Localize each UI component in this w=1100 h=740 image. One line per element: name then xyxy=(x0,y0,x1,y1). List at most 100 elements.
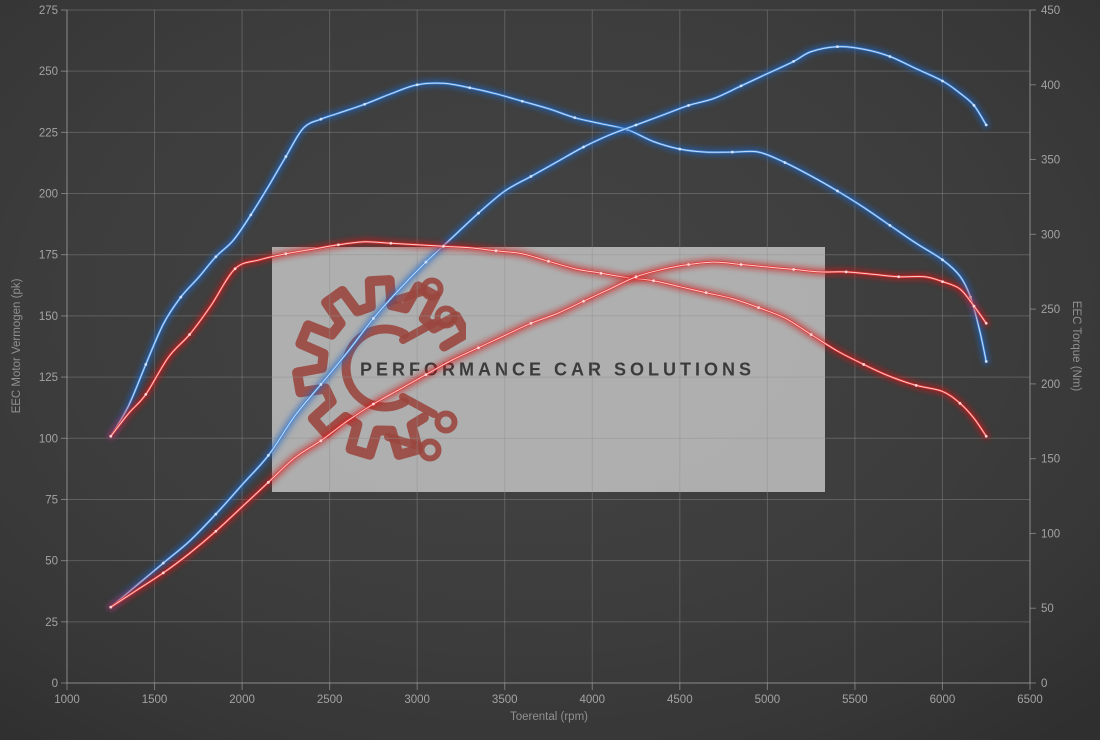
tick-label: 4000 xyxy=(579,694,605,706)
data-point-dot xyxy=(372,316,375,320)
data-point-dot xyxy=(739,84,743,88)
tick-label: 6000 xyxy=(930,694,956,706)
data-point-dot xyxy=(389,241,393,245)
data-point-dot xyxy=(424,373,428,377)
data-point-dot xyxy=(415,83,419,87)
data-point-dot xyxy=(582,299,585,303)
circuit-node-ring xyxy=(434,410,458,434)
tick-label: 250 xyxy=(1041,304,1060,316)
curve-torque-blue xyxy=(107,79,990,440)
tick-label: 125 xyxy=(39,372,58,384)
data-point-dot xyxy=(836,45,839,49)
data-point-dot xyxy=(972,104,976,107)
data-point-dot xyxy=(520,99,524,103)
tick-label: 200 xyxy=(39,189,58,201)
data-point-dot xyxy=(179,295,183,299)
data-point-dot xyxy=(477,346,480,350)
data-point-dot xyxy=(730,150,734,154)
data-point-dot xyxy=(599,271,603,275)
data-point-dot xyxy=(214,255,218,259)
data-point-dot xyxy=(739,263,743,266)
data-point-dot xyxy=(284,252,288,256)
data-point-dot xyxy=(941,280,944,284)
data-point-dot xyxy=(984,321,988,325)
data-point-dot xyxy=(547,259,550,263)
data-point-dot xyxy=(468,86,472,90)
tick-label: 100 xyxy=(39,433,58,445)
tick-label: 25 xyxy=(45,617,58,629)
tick-label: 2000 xyxy=(229,694,255,706)
data-point-dot xyxy=(336,243,340,247)
tick-label: 250 xyxy=(39,66,58,78)
data-point-dot xyxy=(844,270,848,274)
data-point-dot xyxy=(214,529,218,533)
data-point-dot xyxy=(424,260,428,264)
data-point-dot xyxy=(792,59,796,63)
data-point-dot xyxy=(678,147,682,151)
tick-label: 450 xyxy=(1041,5,1060,17)
data-point-dot xyxy=(984,123,988,127)
data-point-dot xyxy=(188,333,191,336)
tick-label: 200 xyxy=(1041,379,1060,391)
circuit-node-ring xyxy=(420,277,444,301)
data-point-dot xyxy=(233,267,237,271)
tick-label: 5000 xyxy=(755,694,781,706)
tick-label: 2500 xyxy=(317,694,343,706)
data-point-dot xyxy=(809,333,813,336)
data-point-dot xyxy=(372,402,375,406)
data-point-dot xyxy=(704,291,708,295)
curve-power-blue xyxy=(107,42,990,611)
data-point-dot xyxy=(284,155,288,158)
tick-label: 350 xyxy=(1041,155,1060,167)
data-point-dot xyxy=(319,383,323,386)
gear-circuit-icon xyxy=(292,275,466,462)
data-point-dot xyxy=(266,454,270,457)
data-point-dot xyxy=(836,189,839,193)
tick-label: 75 xyxy=(45,494,58,506)
tick-label: 3500 xyxy=(492,694,518,706)
data-point-dot xyxy=(914,383,918,387)
data-point-dot xyxy=(573,116,577,120)
data-point-dot xyxy=(582,145,585,149)
tick-label: 6500 xyxy=(1017,694,1043,706)
data-point-dot xyxy=(161,571,165,575)
tick-label: 50 xyxy=(1041,603,1054,615)
tick-label: 1000 xyxy=(54,694,80,706)
left-axis-title: EEC Motor Vermogen (pk) xyxy=(11,278,23,414)
data-point-dot xyxy=(984,434,988,438)
data-point-dot xyxy=(109,605,113,609)
data-point-dot xyxy=(319,117,323,121)
circuit-node-ring xyxy=(418,438,442,462)
tick-label: 400 xyxy=(1041,80,1060,92)
tick-label: 4500 xyxy=(667,694,693,706)
curve-power-red xyxy=(107,258,990,611)
tick-label: 0 xyxy=(52,678,58,690)
bottom-axis-title: Toerental (rpm) xyxy=(510,711,588,723)
data-point-dot xyxy=(634,123,638,127)
data-point-dot xyxy=(792,268,796,271)
data-point-dot xyxy=(319,439,323,443)
tick-labels: 0 25 50 75 100 125 150 175 200 225 250 275 0 50 100 150… xyxy=(39,5,1060,706)
data-point-dot xyxy=(984,360,988,363)
tick-label: 1500 xyxy=(142,694,168,706)
watermark-text: PERFORMANCE CAR SOLUTIONS xyxy=(360,359,756,379)
data-point-dot xyxy=(652,279,655,283)
circuit-node-ring xyxy=(434,305,458,329)
tick-label: 150 xyxy=(1041,454,1060,466)
data-point-dot xyxy=(888,55,892,58)
data-point-dot xyxy=(144,363,148,366)
tick-label: 3000 xyxy=(404,694,430,706)
gear-outline xyxy=(292,275,466,462)
data-point-dot xyxy=(529,321,533,325)
data-point-dot xyxy=(214,512,218,516)
tick-label: 0 xyxy=(1041,678,1047,690)
tick-label: 5500 xyxy=(842,694,868,706)
data-point-dot xyxy=(249,213,253,217)
tick-label: 225 xyxy=(39,127,58,139)
axis-lines xyxy=(61,9,1036,690)
right-axis-title: EEC Torque (Nm) xyxy=(1070,300,1082,392)
data-point-dot xyxy=(363,102,367,106)
data-point-dot xyxy=(757,306,761,310)
